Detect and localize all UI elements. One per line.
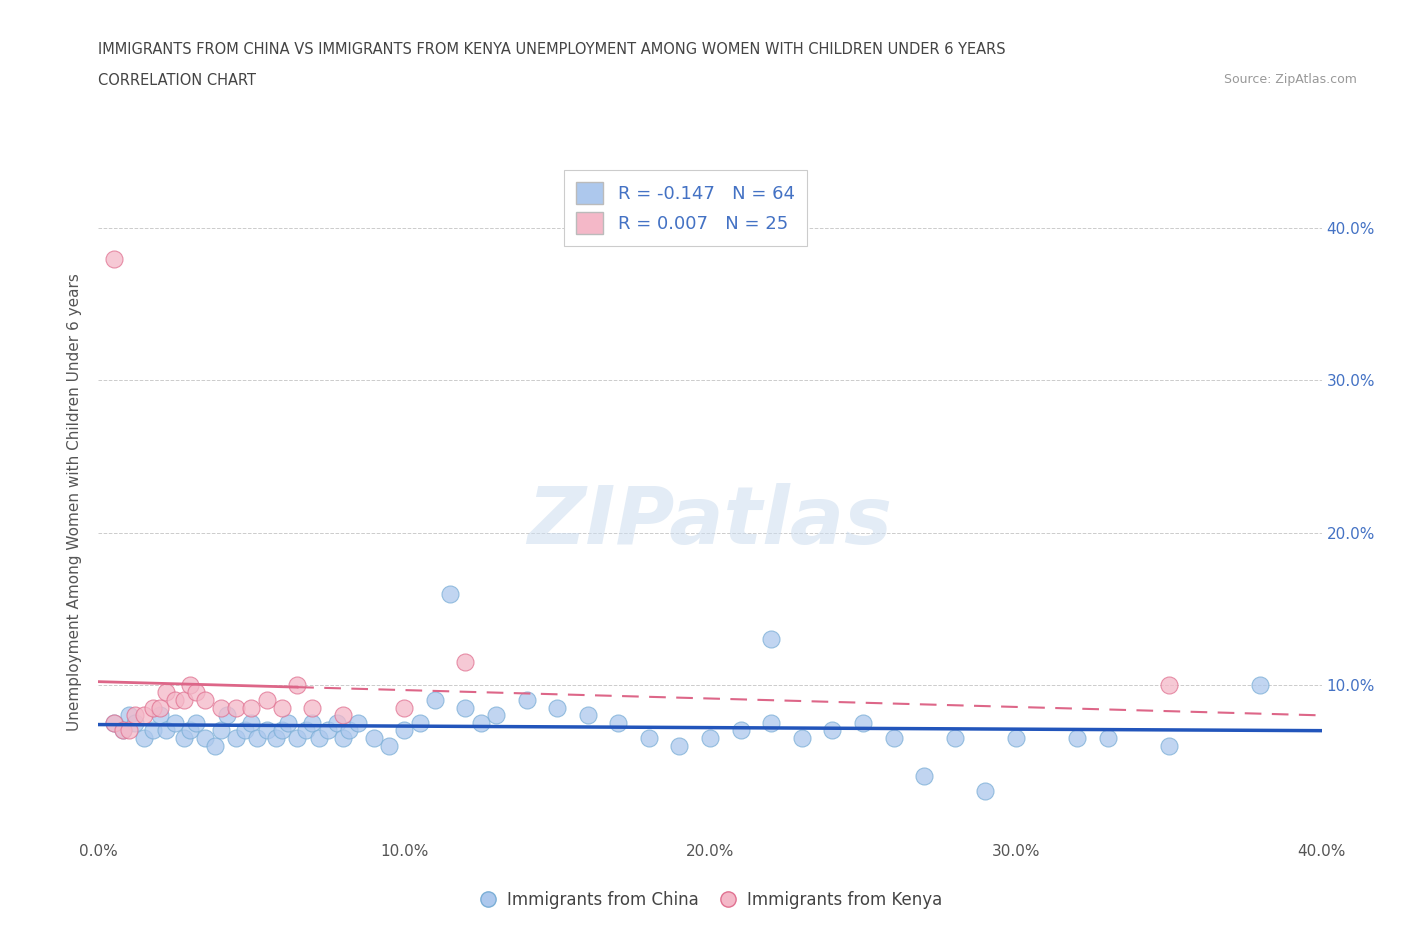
Point (134, 708, 156, 723)
Point (943, 731, 966, 746)
Point (209, 723, 232, 737)
Point (883, 731, 905, 746)
Point (423, 693, 446, 708)
Point (408, 715, 430, 730)
Point (179, 677, 201, 692)
Point (194, 693, 217, 708)
Point (821, 723, 844, 737)
Point (637, 731, 661, 746)
Point (124, 708, 146, 723)
Point (516, 693, 538, 708)
Point (454, 655, 477, 670)
Point (149, 700, 172, 715)
Text: ZIPatlas: ZIPatlas (527, 484, 893, 562)
Point (790, 731, 813, 746)
Point (270, 723, 292, 737)
Point (470, 715, 492, 730)
Point (439, 586, 461, 601)
Point (277, 715, 299, 730)
Point (730, 723, 752, 737)
Point (256, 723, 278, 737)
Point (454, 700, 477, 715)
Point (1249, 677, 1271, 692)
Point (326, 715, 349, 730)
Point (347, 715, 370, 730)
Point (118, 708, 141, 723)
Point (103, 715, 125, 730)
Point (142, 723, 165, 737)
Point (576, 708, 599, 723)
Point (295, 723, 318, 737)
Point (118, 723, 141, 737)
Point (103, 251, 125, 266)
Point (194, 731, 217, 746)
Point (363, 731, 385, 746)
Point (204, 738, 226, 753)
Point (173, 731, 195, 746)
Point (301, 700, 323, 715)
Point (285, 731, 308, 746)
Point (179, 723, 201, 737)
Text: IMMIGRANTS FROM CHINA VS IMMIGRANTS FROM KENYA UNEMPLOYMENT AMONG WOMEN WITH CHI: IMMIGRANTS FROM CHINA VS IMMIGRANTS FROM… (98, 42, 1007, 57)
Point (173, 693, 195, 708)
Point (759, 715, 782, 730)
Point (699, 731, 721, 746)
Point (155, 723, 177, 737)
Point (1004, 731, 1026, 746)
Point (974, 784, 997, 799)
Point (163, 715, 186, 730)
Point (225, 700, 247, 715)
Point (1157, 738, 1180, 753)
Point (378, 738, 401, 753)
Point (163, 693, 186, 708)
Point (246, 731, 269, 746)
Point (912, 769, 935, 784)
Point (1097, 731, 1119, 746)
Point (103, 715, 125, 730)
Point (215, 708, 238, 723)
Point (337, 723, 360, 737)
Point (186, 685, 208, 700)
Point (256, 693, 278, 708)
Point (111, 723, 134, 737)
Text: CORRELATION CHART: CORRELATION CHART (98, 73, 256, 87)
Point (607, 715, 630, 730)
Point (316, 723, 339, 737)
Point (209, 700, 232, 715)
Point (285, 677, 308, 692)
Point (308, 731, 330, 746)
Point (485, 708, 508, 723)
Point (270, 700, 292, 715)
Point (392, 700, 416, 715)
Point (225, 731, 247, 746)
Point (332, 708, 354, 723)
Point (186, 715, 208, 730)
Text: Source: ZipAtlas.com: Source: ZipAtlas.com (1223, 73, 1357, 86)
Point (392, 723, 416, 737)
Point (546, 700, 568, 715)
Point (668, 738, 690, 753)
Point (759, 631, 782, 646)
Point (1066, 731, 1088, 746)
Point (149, 708, 172, 723)
Point (240, 715, 263, 730)
Point (134, 731, 156, 746)
Point (332, 731, 354, 746)
Point (233, 723, 256, 737)
Point (1157, 677, 1180, 692)
Point (111, 723, 134, 737)
Point (142, 700, 165, 715)
Point (301, 715, 323, 730)
Legend: Immigrants from China, Immigrants from Kenya: Immigrants from China, Immigrants from K… (471, 884, 949, 916)
Point (155, 685, 177, 700)
Point (264, 731, 287, 746)
Point (852, 715, 875, 730)
Point (124, 715, 146, 730)
Y-axis label: Unemployment Among Women with Children Under 6 years: Unemployment Among Women with Children U… (67, 273, 83, 731)
Point (240, 700, 263, 715)
